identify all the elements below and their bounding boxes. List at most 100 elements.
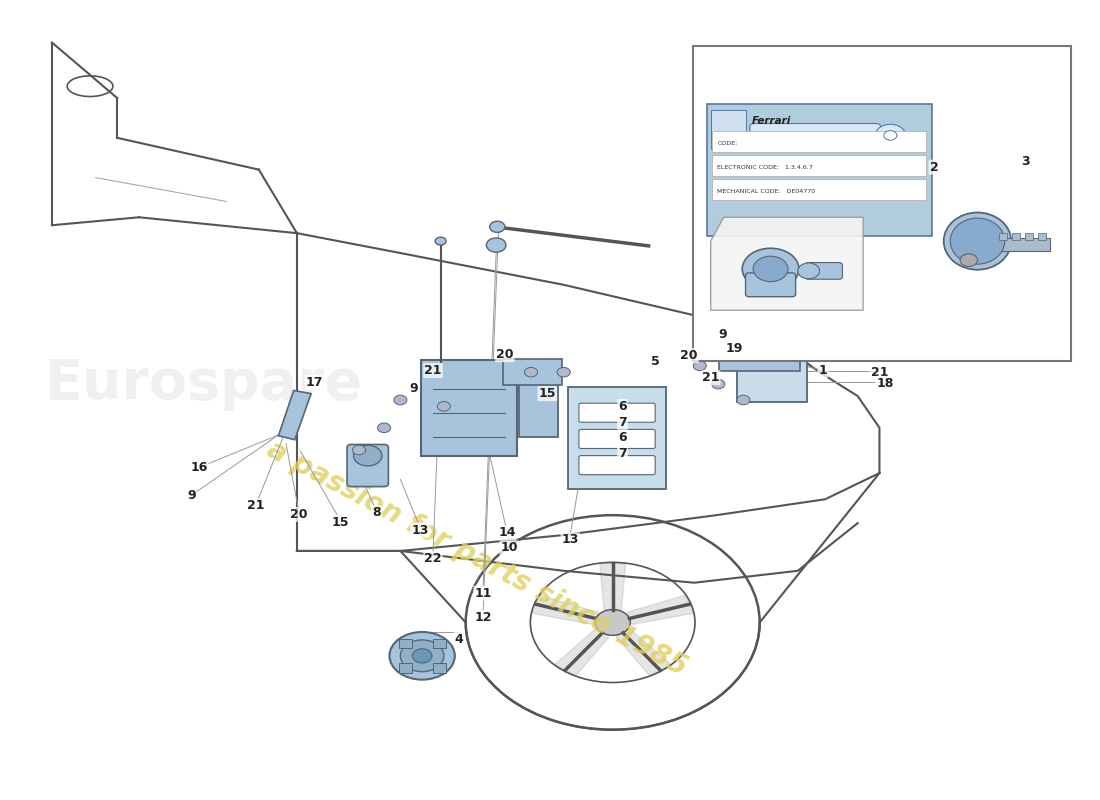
Text: 7: 7 (618, 446, 627, 460)
Text: 20: 20 (680, 349, 697, 362)
FancyBboxPatch shape (711, 110, 746, 149)
Text: CODE:: CODE: (717, 141, 737, 146)
Text: 21: 21 (702, 371, 719, 384)
Circle shape (438, 402, 451, 411)
FancyBboxPatch shape (579, 403, 656, 422)
Ellipse shape (944, 213, 1011, 270)
Bar (1025, 233, 1033, 239)
Text: 20: 20 (496, 348, 514, 362)
FancyBboxPatch shape (568, 387, 666, 489)
Text: 21: 21 (871, 366, 888, 379)
Circle shape (486, 238, 506, 252)
Polygon shape (531, 595, 598, 625)
Text: 9: 9 (409, 382, 418, 395)
Text: 1: 1 (818, 364, 827, 377)
Text: 18: 18 (877, 377, 893, 390)
Circle shape (377, 423, 390, 433)
FancyBboxPatch shape (707, 104, 932, 235)
Polygon shape (554, 629, 609, 676)
Text: 21: 21 (425, 364, 442, 377)
Circle shape (693, 361, 706, 370)
Polygon shape (627, 595, 694, 625)
Circle shape (595, 610, 630, 635)
Text: 21: 21 (246, 499, 264, 512)
Text: MECHANICAL CODE:   DE04770: MECHANICAL CODE: DE04770 (717, 189, 815, 194)
Circle shape (558, 367, 570, 377)
Circle shape (412, 649, 432, 663)
Text: 3: 3 (1021, 155, 1030, 168)
Circle shape (798, 263, 820, 279)
Text: 7: 7 (618, 416, 627, 429)
FancyBboxPatch shape (719, 322, 800, 370)
Text: 9: 9 (718, 328, 727, 342)
Text: Eurospare: Eurospare (45, 357, 363, 411)
Text: 6: 6 (618, 431, 627, 444)
Bar (1038, 233, 1046, 239)
Text: 12: 12 (474, 611, 492, 624)
FancyBboxPatch shape (712, 155, 926, 176)
Text: 19: 19 (726, 342, 744, 355)
Text: 2: 2 (930, 161, 938, 174)
Circle shape (490, 222, 505, 232)
FancyBboxPatch shape (579, 456, 656, 474)
Bar (398, 663, 411, 673)
Polygon shape (600, 563, 626, 610)
Text: 11: 11 (474, 586, 492, 599)
FancyBboxPatch shape (712, 131, 926, 152)
FancyBboxPatch shape (737, 334, 806, 402)
FancyBboxPatch shape (987, 238, 1050, 250)
Text: 16: 16 (190, 461, 208, 474)
Bar (398, 638, 411, 648)
Text: 20: 20 (290, 508, 308, 521)
Bar (432, 638, 446, 648)
FancyBboxPatch shape (519, 380, 559, 437)
Text: ELECTRONIC CODE:   1.3.4.6.7: ELECTRONIC CODE: 1.3.4.6.7 (717, 165, 813, 170)
FancyBboxPatch shape (712, 179, 926, 200)
Circle shape (353, 446, 382, 466)
Circle shape (754, 256, 788, 282)
Text: 15: 15 (332, 516, 349, 529)
Text: 13: 13 (411, 524, 429, 537)
Ellipse shape (950, 218, 1004, 264)
Text: 8: 8 (372, 506, 381, 519)
FancyBboxPatch shape (746, 273, 795, 297)
Text: 5: 5 (651, 355, 660, 368)
Text: 4: 4 (454, 633, 463, 646)
Text: 9: 9 (187, 489, 196, 502)
FancyBboxPatch shape (421, 360, 517, 457)
Text: 17: 17 (306, 376, 323, 389)
Circle shape (352, 446, 365, 455)
Polygon shape (616, 629, 671, 676)
Text: 15: 15 (539, 387, 557, 400)
Circle shape (712, 379, 725, 389)
Polygon shape (711, 218, 864, 310)
Circle shape (389, 632, 454, 680)
FancyBboxPatch shape (579, 430, 656, 449)
Circle shape (400, 640, 444, 672)
Text: 22: 22 (425, 552, 442, 566)
Bar (432, 663, 446, 673)
Bar (999, 233, 1007, 239)
FancyBboxPatch shape (750, 123, 880, 147)
Circle shape (525, 367, 538, 377)
Circle shape (876, 124, 905, 146)
Circle shape (394, 395, 407, 405)
Bar (1012, 233, 1020, 239)
Text: 6: 6 (618, 400, 627, 413)
Circle shape (436, 237, 447, 245)
Circle shape (742, 248, 799, 290)
FancyBboxPatch shape (346, 445, 388, 486)
FancyBboxPatch shape (805, 262, 843, 279)
Ellipse shape (67, 76, 113, 97)
Circle shape (960, 254, 978, 266)
Text: 10: 10 (500, 542, 518, 554)
Circle shape (883, 130, 896, 140)
Text: Ferrari: Ferrari (752, 115, 791, 126)
Text: a passion for parts since 1985: a passion for parts since 1985 (262, 436, 692, 682)
Polygon shape (278, 390, 311, 440)
Text: 13: 13 (561, 534, 579, 546)
FancyBboxPatch shape (503, 359, 561, 385)
FancyBboxPatch shape (693, 46, 1071, 361)
Text: 14: 14 (498, 526, 516, 539)
Circle shape (737, 395, 750, 405)
